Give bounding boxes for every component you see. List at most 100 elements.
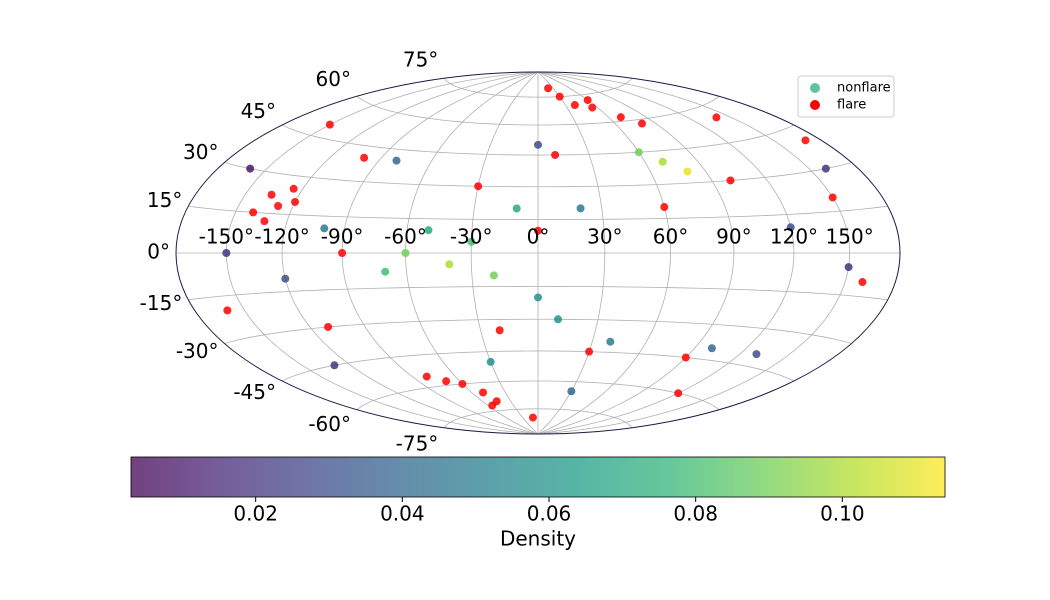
x-tick-label: 90°	[716, 225, 751, 249]
point	[489, 271, 498, 280]
y-tick-label: 0°	[147, 240, 170, 264]
map-outline	[175, 71, 901, 435]
y-tick-label: 30°	[183, 140, 218, 164]
point	[674, 389, 683, 398]
parallel	[224, 162, 852, 188]
point	[551, 150, 560, 159]
point	[554, 315, 563, 324]
parallel	[188, 205, 888, 220]
point	[392, 156, 401, 165]
point	[606, 337, 615, 346]
point	[534, 293, 542, 302]
colorbar: Density 0.02 0.04 0.06 0.08 0.10	[130, 456, 946, 551]
point	[512, 204, 521, 213]
point	[752, 350, 761, 359]
point	[583, 96, 592, 105]
legend: nonflare flare	[797, 75, 895, 118]
parallel	[443, 77, 633, 98]
point	[588, 103, 597, 112]
colorbar-tick-label: 0.02	[233, 502, 278, 526]
y-tick-label: -45°	[233, 380, 276, 404]
graticule	[176, 71, 900, 435]
x-tick-label: -150°	[199, 225, 254, 249]
x-tick-label: -60°	[384, 225, 427, 249]
colorbar-tick-label: 0.06	[527, 502, 572, 526]
y-tick-label: -75°	[396, 432, 439, 456]
point	[360, 153, 369, 162]
point	[858, 278, 867, 287]
point	[260, 217, 269, 226]
point	[281, 274, 290, 283]
point	[637, 119, 646, 128]
colorbar-tick-label: 0.10	[820, 502, 865, 526]
point	[528, 413, 537, 422]
legend-label: nonflare	[837, 81, 891, 96]
y-tick-label: -30°	[176, 339, 219, 363]
y-tick-label: 45°	[241, 99, 276, 123]
point	[289, 184, 298, 193]
point	[488, 401, 497, 410]
parallel	[281, 350, 795, 382]
point	[479, 388, 488, 397]
point	[267, 190, 276, 199]
point	[801, 136, 810, 145]
point	[474, 182, 483, 191]
point	[325, 120, 334, 129]
points	[222, 84, 867, 422]
point	[726, 176, 735, 185]
point	[681, 353, 690, 362]
point	[401, 249, 410, 257]
point	[567, 387, 576, 396]
legend-marker	[810, 100, 820, 110]
point	[338, 249, 347, 257]
parallel	[224, 318, 852, 344]
legend-box	[797, 75, 895, 118]
point	[585, 347, 594, 356]
parallel	[443, 408, 633, 429]
point	[658, 157, 667, 166]
point	[660, 203, 669, 212]
point	[291, 197, 300, 206]
point	[249, 208, 258, 217]
colorbar-label: Density	[500, 527, 576, 551]
y-tick-label: -60°	[308, 412, 351, 436]
colorbar-tick-label: 0.04	[380, 502, 425, 526]
colorbar-tick-label: 0.08	[673, 502, 718, 526]
point	[570, 101, 579, 110]
point	[246, 164, 255, 173]
point	[555, 92, 564, 101]
point	[222, 249, 231, 257]
point	[828, 193, 837, 202]
point	[544, 84, 553, 93]
point	[576, 204, 585, 213]
point	[442, 377, 451, 386]
colorbar-bar	[130, 456, 946, 498]
parallel	[188, 286, 888, 301]
point	[324, 322, 333, 331]
x-tick-label: 150°	[826, 225, 874, 249]
point	[616, 113, 625, 122]
point	[422, 372, 431, 381]
point	[712, 113, 721, 122]
x-tick-label: 60°	[653, 225, 688, 249]
point	[486, 357, 495, 366]
legend-label: flare	[837, 98, 866, 113]
tick-labels: -150° -120° -90° -60° -30° 0° 30° 60° 90° 120° 150…	[140, 47, 874, 455]
y-tick-label: 15°	[147, 188, 182, 212]
y-tick-label: -15°	[140, 291, 183, 315]
x-tick-label: -90°	[321, 225, 364, 249]
x-tick-label: -30°	[450, 225, 493, 249]
point	[320, 224, 329, 233]
y-tick-label: 60°	[316, 67, 351, 91]
point	[683, 167, 692, 176]
point	[534, 226, 542, 235]
x-tick-label: -120°	[254, 225, 309, 249]
point	[534, 140, 542, 149]
point	[786, 223, 795, 232]
point	[467, 237, 476, 246]
point	[634, 148, 643, 157]
point	[707, 344, 716, 353]
point	[458, 379, 467, 388]
point	[495, 326, 504, 335]
